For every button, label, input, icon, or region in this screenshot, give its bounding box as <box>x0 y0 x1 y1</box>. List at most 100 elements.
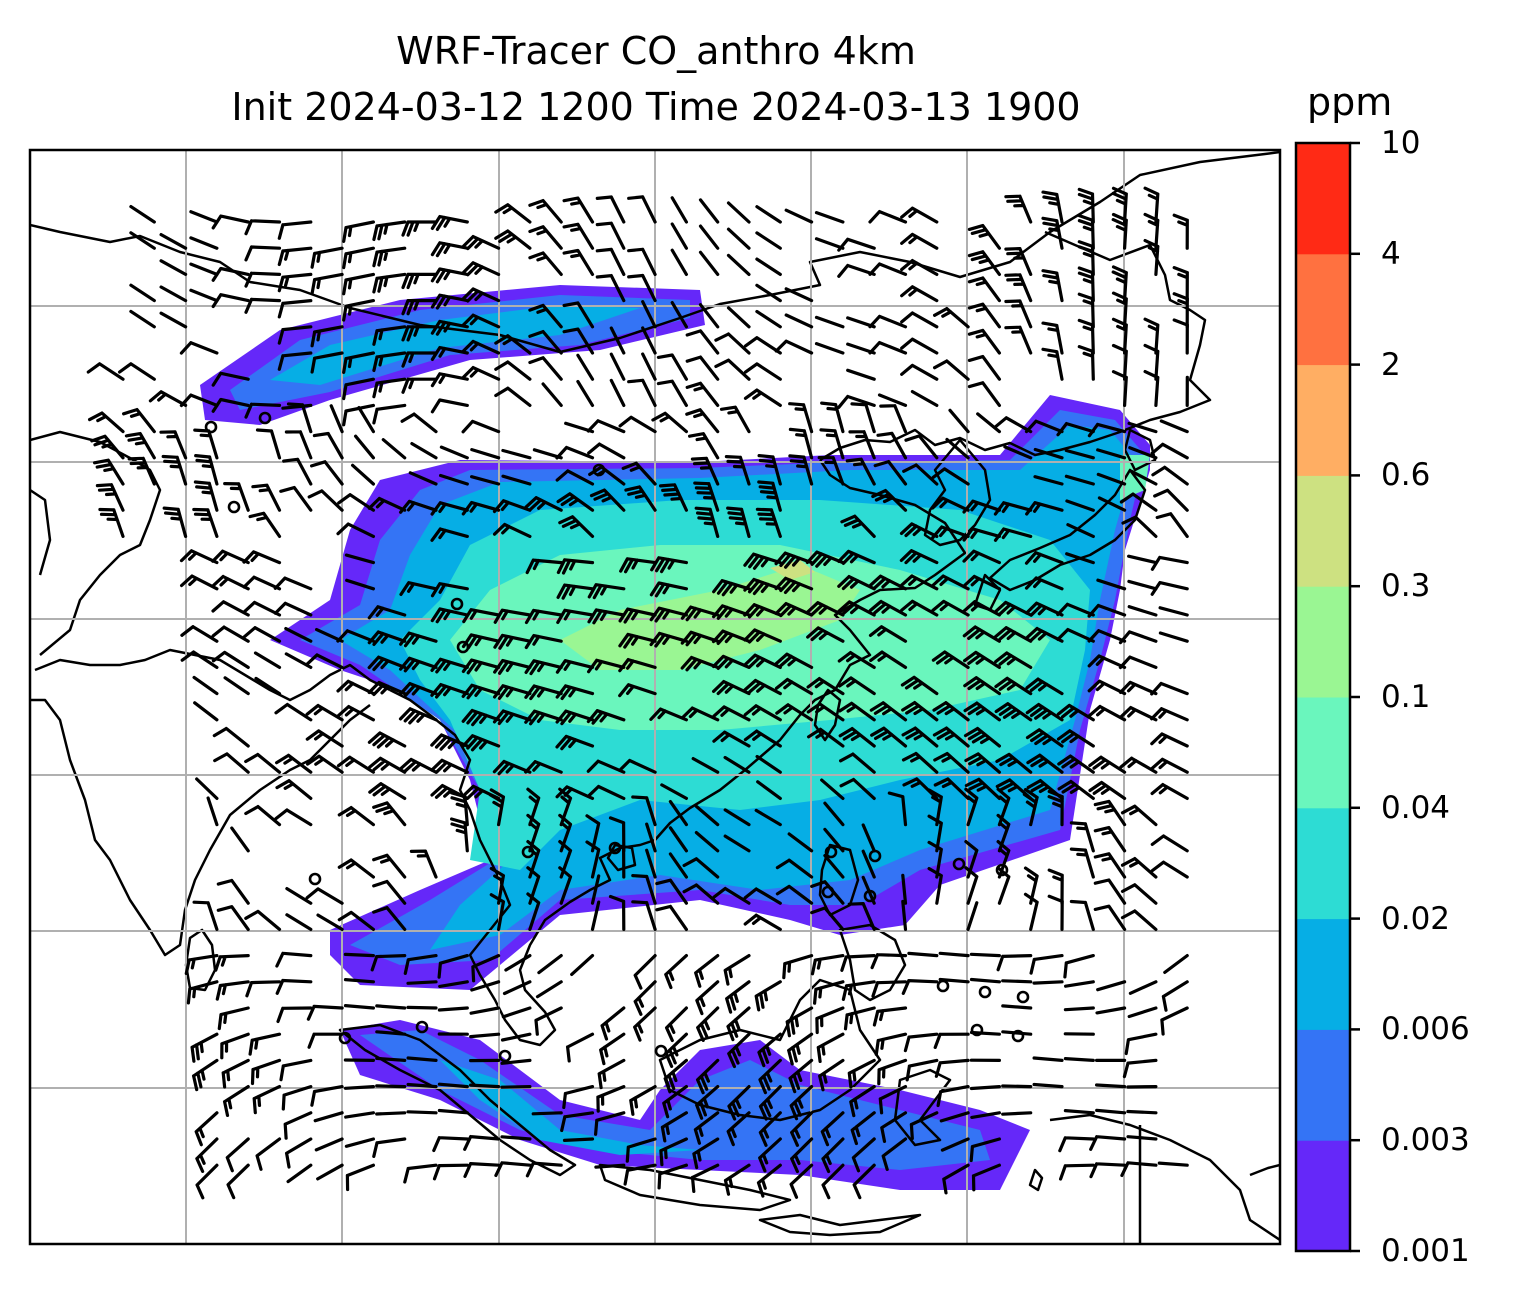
wind-barb-stroke <box>757 454 782 486</box>
wind-barb <box>403 1163 438 1184</box>
wind-barb <box>90 434 125 460</box>
wind-barb-stroke <box>656 379 688 407</box>
wind-barb <box>823 827 845 853</box>
wind-barb-stroke <box>367 496 407 512</box>
wind-barb-stroke <box>98 507 125 538</box>
wind-barb-stroke <box>695 980 720 1016</box>
wind-barb-stroke <box>216 905 250 931</box>
wind-barb-stroke <box>934 1058 970 1078</box>
wind-barb <box>251 483 282 512</box>
wind-barb <box>401 325 438 342</box>
wind-barb-stroke <box>558 787 573 827</box>
wind-barb <box>566 1032 595 1063</box>
wind-barb-stroke <box>1023 892 1039 931</box>
wind-barb-stroke <box>576 353 595 381</box>
wind-barb-stroke <box>948 408 970 434</box>
wind-barb-stroke <box>899 549 939 565</box>
wind-barb-stroke <box>659 483 688 512</box>
wind-barb <box>805 550 845 568</box>
wind-barb <box>608 894 626 931</box>
wind-barb-stroke <box>430 758 469 774</box>
wind-barb-stroke <box>900 259 939 276</box>
wind-barb <box>159 259 188 276</box>
wind-barb-stroke <box>406 1110 438 1115</box>
wind-barb <box>680 630 720 647</box>
wind-barb-stroke <box>430 683 469 699</box>
wind-barb-stroke <box>933 777 970 800</box>
wind-barb <box>820 778 845 800</box>
wind-barb <box>887 791 908 827</box>
wind-barb <box>310 325 344 348</box>
wind-barb-stroke <box>874 1032 908 1056</box>
wind-barb <box>1163 954 1189 974</box>
wind-barb <box>850 402 876 434</box>
wind-barb <box>192 1058 219 1092</box>
wind-barb <box>823 854 845 879</box>
calm-marker <box>978 985 992 999</box>
wind-barb-stroke <box>846 368 876 381</box>
wind-barb <box>900 232 939 250</box>
wind-barb-stroke <box>631 874 657 905</box>
wind-barb-stroke <box>726 306 751 329</box>
wind-barb-stroke <box>756 1163 782 1198</box>
wind-barb-stroke <box>430 215 469 231</box>
wind-barb-stroke <box>122 408 156 434</box>
wind-barb-stroke <box>685 381 720 407</box>
wind-barb-stroke <box>372 853 407 879</box>
wind-barb-stroke <box>1150 732 1189 748</box>
wind-barb <box>726 1006 751 1042</box>
wind-barb <box>902 463 939 486</box>
wind-barb <box>724 455 751 486</box>
wind-barb-stroke <box>524 709 563 726</box>
wind-barb-stroke <box>600 1006 626 1041</box>
wind-barb <box>1025 702 1064 722</box>
wind-barb <box>494 360 532 381</box>
wind-barb <box>905 1058 939 1082</box>
wind-barb-stroke <box>461 366 501 381</box>
wind-barb-stroke <box>406 1005 438 1010</box>
wind-barb-stroke <box>743 678 782 696</box>
wind-barb-stroke <box>558 840 573 879</box>
wind-barb <box>633 980 657 1016</box>
wind-barb-stroke <box>244 805 282 827</box>
wind-barb-stroke <box>668 800 688 827</box>
wind-barb <box>186 980 219 1005</box>
wind-barb-stroke <box>1047 868 1064 905</box>
wind-barb <box>343 978 375 984</box>
wind-barb-stroke <box>1066 523 1095 538</box>
wind-barb <box>901 726 939 748</box>
wind-barb <box>469 1032 501 1039</box>
wind-barb-stroke <box>970 1111 1001 1119</box>
wind-barb-stroke <box>1069 899 1095 931</box>
wind-barb <box>1118 680 1158 696</box>
wind-barb-stroke <box>723 954 751 986</box>
wind-barb-stroke <box>409 849 438 879</box>
wind-barb <box>1127 554 1158 565</box>
wind-barb <box>711 629 751 645</box>
wind-barb <box>245 980 282 998</box>
wind-barb <box>1143 212 1160 250</box>
wind-barb-stroke <box>372 1137 407 1158</box>
wind-barb-stroke <box>337 910 375 931</box>
wind-barb-stroke <box>1003 445 1033 460</box>
wind-barb <box>810 906 845 931</box>
wind-barb-stroke <box>88 411 125 434</box>
wind-barb <box>534 1006 563 1036</box>
wind-barb-stroke <box>242 575 282 591</box>
wind-barb <box>586 419 626 434</box>
wind-barb <box>430 758 469 774</box>
wind-barb-stroke <box>403 954 438 975</box>
wind-barb-stroke <box>555 734 595 751</box>
wind-barb-stroke <box>942 1163 970 1195</box>
wind-barb <box>1122 1058 1158 1079</box>
wind-barb <box>1126 1135 1158 1141</box>
wind-barb <box>1077 292 1095 329</box>
wind-barb-stroke <box>774 677 814 696</box>
wind-barb <box>1087 422 1127 438</box>
coastline-japan-honshu <box>988 468 1147 592</box>
wind-barb <box>1056 703 1095 722</box>
wind-barb-stroke <box>430 319 469 336</box>
wind-barb <box>399 581 438 596</box>
wind-barb-stroke <box>814 315 845 329</box>
wind-barb <box>305 703 344 722</box>
